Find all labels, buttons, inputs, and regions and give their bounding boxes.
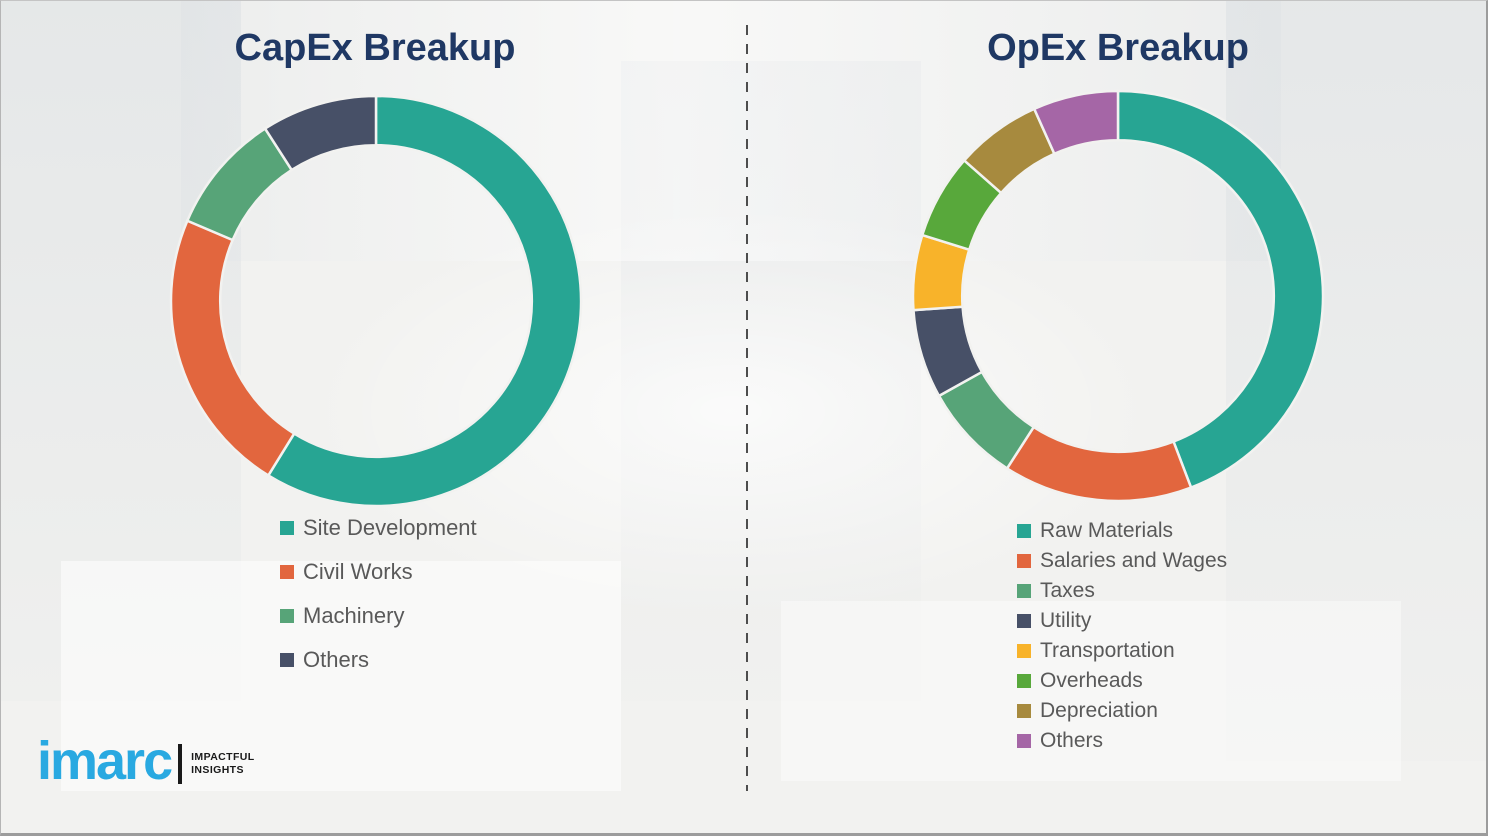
imarc-logo-wordmark: imarc xyxy=(37,731,173,791)
donut-segment-others xyxy=(1032,89,1120,156)
legend-label: Depreciation xyxy=(1040,699,1158,722)
legend-item-overheads: Overheads xyxy=(1017,668,1227,694)
watermark-shape xyxy=(621,61,921,701)
legend-swatch-icon xyxy=(1017,584,1031,598)
legend-swatch-icon xyxy=(1017,674,1031,688)
legend-label: Utility xyxy=(1040,609,1092,632)
capex-chart-title: CapEx Breakup xyxy=(234,27,516,69)
legend-label: Civil Works xyxy=(303,559,413,584)
capex-legend: Site Development Civil Works Machinery Othe… xyxy=(280,513,477,675)
imarc-logo-separator xyxy=(178,744,183,784)
opex-chart-title: OpEx Breakup xyxy=(987,27,1249,69)
legend-label: Others xyxy=(303,647,370,672)
legend-label: Machinery xyxy=(303,603,405,628)
legend-item-civil-works: Civil Works xyxy=(280,557,477,587)
donut-segment-site-development xyxy=(266,94,583,508)
legend-swatch-icon xyxy=(280,653,294,667)
legend-label: Others xyxy=(1040,729,1104,752)
legend-swatch-icon xyxy=(1017,614,1031,628)
legend-item-depreciation: Depreciation xyxy=(1017,698,1227,724)
legend-swatch-icon xyxy=(1017,734,1031,748)
donut-segment-civil-works xyxy=(169,219,296,478)
legend-swatch-icon xyxy=(1017,644,1031,658)
legend-item-salaries-and-wages: Salaries and Wages xyxy=(1017,548,1227,574)
tagline-line-1: IMPACTFUL xyxy=(191,751,255,763)
legend-swatch-icon xyxy=(1017,524,1031,538)
legend-item-raw-materials: Raw Materials xyxy=(1017,518,1227,544)
legend-item-taxes: Taxes xyxy=(1017,578,1227,604)
donut-segment-raw-materials xyxy=(1116,89,1325,490)
imarc-logo-tagline: IMPACTFUL INSIGHTS xyxy=(191,751,254,777)
legend-item-others: Others xyxy=(280,645,477,675)
donut-segment-others xyxy=(263,94,378,172)
legend-swatch-icon xyxy=(280,609,294,623)
tagline-line-2: INSIGHTS xyxy=(191,764,244,776)
legend-swatch-icon xyxy=(280,565,294,579)
legend-item-others: Others xyxy=(1017,728,1227,754)
legend-label: Raw Materials xyxy=(1040,519,1174,542)
legend-item-transportation: Transportation xyxy=(1017,638,1227,664)
legend-label: Salaries and Wages xyxy=(1040,549,1228,572)
capex-donut-chart xyxy=(169,94,583,508)
legend-item-utility: Utility xyxy=(1017,608,1227,634)
legend-swatch-icon xyxy=(280,521,294,535)
legend-swatch-icon xyxy=(1017,704,1031,718)
opex-legend: Raw Materials Salaries and Wages Taxes Util… xyxy=(1017,518,1227,754)
donut-segment-salaries-and-wages xyxy=(1005,425,1193,503)
legend-swatch-icon xyxy=(1017,554,1031,568)
panel-divider-dashed-line xyxy=(746,25,748,791)
legend-item-machinery: Machinery xyxy=(280,601,477,631)
legend-item-site-development: Site Development xyxy=(280,513,477,543)
legend-label: Overheads xyxy=(1040,669,1143,692)
legend-label: Transportation xyxy=(1040,639,1175,662)
opex-donut-chart xyxy=(911,89,1325,503)
legend-label: Site Development xyxy=(303,515,477,540)
legend-label: Taxes xyxy=(1040,579,1095,602)
imarc-logo: imarc IMPACTFUL INSIGHTS xyxy=(37,734,255,788)
